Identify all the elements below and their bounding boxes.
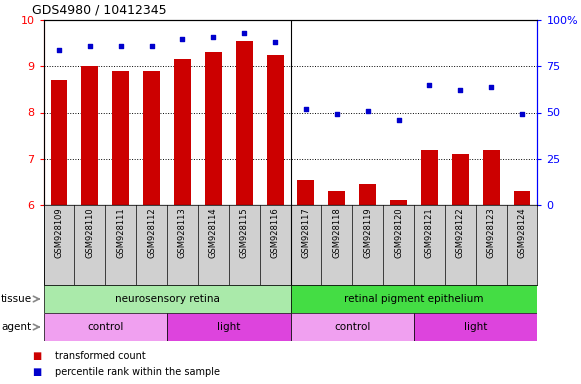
Bar [51, 80, 67, 205]
Bar [297, 180, 314, 205]
Text: light: light [464, 322, 487, 332]
Text: control: control [87, 322, 124, 332]
Text: control: control [334, 322, 371, 332]
Bar [174, 59, 191, 205]
Text: GSM928121: GSM928121 [425, 207, 434, 258]
Bar [290, 285, 537, 313]
Point [486, 84, 496, 90]
Text: transformed count: transformed count [55, 351, 146, 361]
Bar [290, 313, 414, 341]
Point [116, 43, 125, 49]
Point [332, 111, 342, 118]
Point [209, 33, 218, 40]
Point [517, 111, 526, 118]
Bar [390, 200, 407, 205]
Text: ■: ■ [32, 367, 41, 377]
Text: light: light [217, 322, 241, 332]
Bar [112, 71, 129, 205]
Point [178, 35, 187, 41]
Bar [328, 191, 345, 205]
Text: GSM928110: GSM928110 [85, 207, 94, 258]
Text: GDS4980 / 10412345: GDS4980 / 10412345 [32, 3, 167, 17]
Bar [236, 41, 253, 205]
Bar [359, 184, 376, 205]
Text: GSM928116: GSM928116 [271, 207, 279, 258]
Text: GSM928122: GSM928122 [456, 207, 465, 258]
Point [394, 117, 403, 123]
Bar [44, 313, 167, 341]
Text: GSM928112: GSM928112 [147, 207, 156, 258]
Text: GSM928117: GSM928117 [302, 207, 310, 258]
Text: GSM928120: GSM928120 [394, 207, 403, 258]
Point [85, 43, 95, 49]
Text: GSM928123: GSM928123 [487, 207, 496, 258]
Text: GSM928114: GSM928114 [209, 207, 218, 258]
Point [456, 87, 465, 93]
Bar [267, 55, 284, 205]
Bar [452, 154, 469, 205]
Point [270, 39, 279, 45]
Text: GSM928118: GSM928118 [332, 207, 341, 258]
Point [425, 82, 434, 88]
Text: percentile rank within the sample: percentile rank within the sample [55, 367, 220, 377]
Text: GSM928124: GSM928124 [518, 207, 526, 258]
Point [363, 108, 372, 114]
Bar [514, 191, 530, 205]
Bar [414, 313, 537, 341]
Text: GSM928111: GSM928111 [116, 207, 125, 258]
Bar [483, 149, 500, 205]
Point [302, 106, 311, 112]
Text: tissue: tissue [1, 294, 33, 304]
Bar [143, 71, 160, 205]
Point [239, 30, 249, 36]
Text: agent: agent [1, 322, 31, 332]
Text: retinal pigment epithelium: retinal pigment epithelium [344, 294, 484, 304]
Text: ■: ■ [32, 351, 41, 361]
Text: neurosensory retina: neurosensory retina [114, 294, 220, 304]
Bar [167, 313, 290, 341]
Text: GSM928115: GSM928115 [240, 207, 249, 258]
Bar [81, 66, 98, 205]
Point [147, 43, 156, 49]
Bar [421, 149, 438, 205]
Text: GSM928109: GSM928109 [55, 207, 63, 258]
Bar [205, 52, 222, 205]
Text: GSM928113: GSM928113 [178, 207, 187, 258]
Text: GSM928119: GSM928119 [363, 207, 372, 258]
Point [55, 46, 64, 53]
Bar [44, 285, 290, 313]
